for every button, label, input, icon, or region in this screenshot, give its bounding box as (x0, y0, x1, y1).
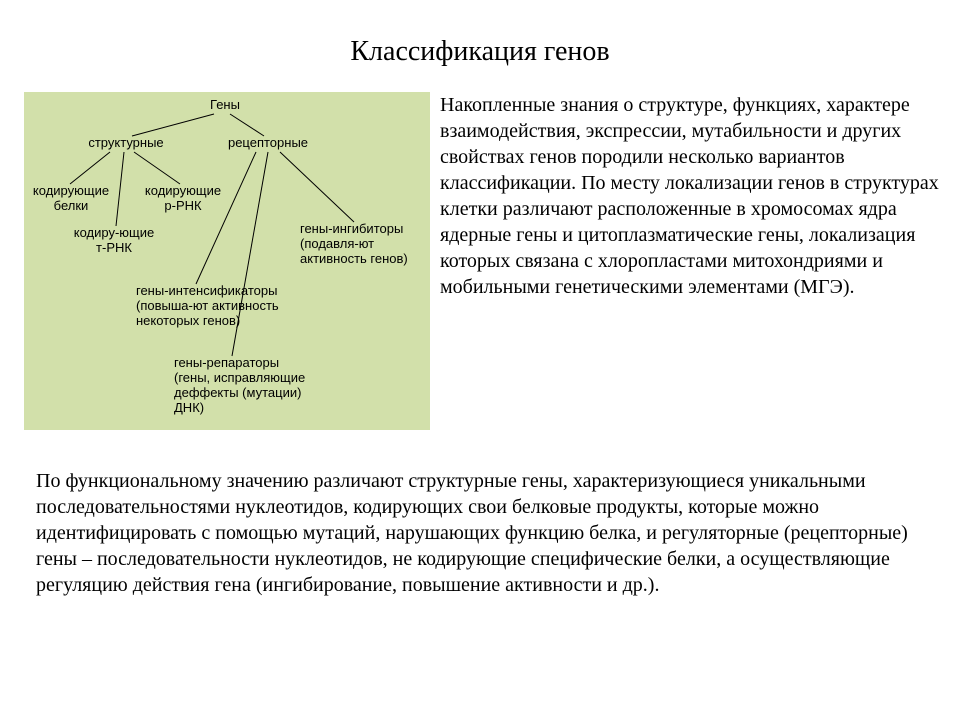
tree-node-struct: структурные (78, 136, 174, 151)
paragraph-functional: По функциональному значению различают ст… (36, 468, 916, 598)
tree-node-recep: рецепторные (218, 136, 318, 151)
tree-edge (230, 114, 264, 136)
tree-edge (116, 152, 124, 226)
page-title: Классификация генов (0, 36, 960, 68)
tree-node-n6: гены-ингибиторы (подавля-ют активность г… (300, 222, 430, 267)
tree-node-n1: кодирующие белки (28, 184, 114, 214)
tree-edge (280, 152, 354, 222)
tree-node-n2: кодирующие р-РНК (140, 184, 226, 214)
classification-tree-diagram: Гены структурные рецепторные кодирующие бел… (24, 92, 430, 430)
tree-edge (196, 152, 256, 284)
paragraph-localization: Накопленные знания о структуре, функциях… (440, 92, 940, 300)
tree-edge (70, 152, 110, 184)
tree-node-n5: гены-репараторы (гены, исправляющие дефф… (174, 356, 344, 416)
tree-node-n4: гены-интенсификаторы (повыша-ют активнос… (136, 284, 312, 329)
tree-edge (132, 114, 214, 136)
tree-node-n3: кодиру-ющие т-РНК (66, 226, 162, 256)
tree-edge (134, 152, 180, 184)
tree-node-root: Гены (200, 98, 250, 113)
